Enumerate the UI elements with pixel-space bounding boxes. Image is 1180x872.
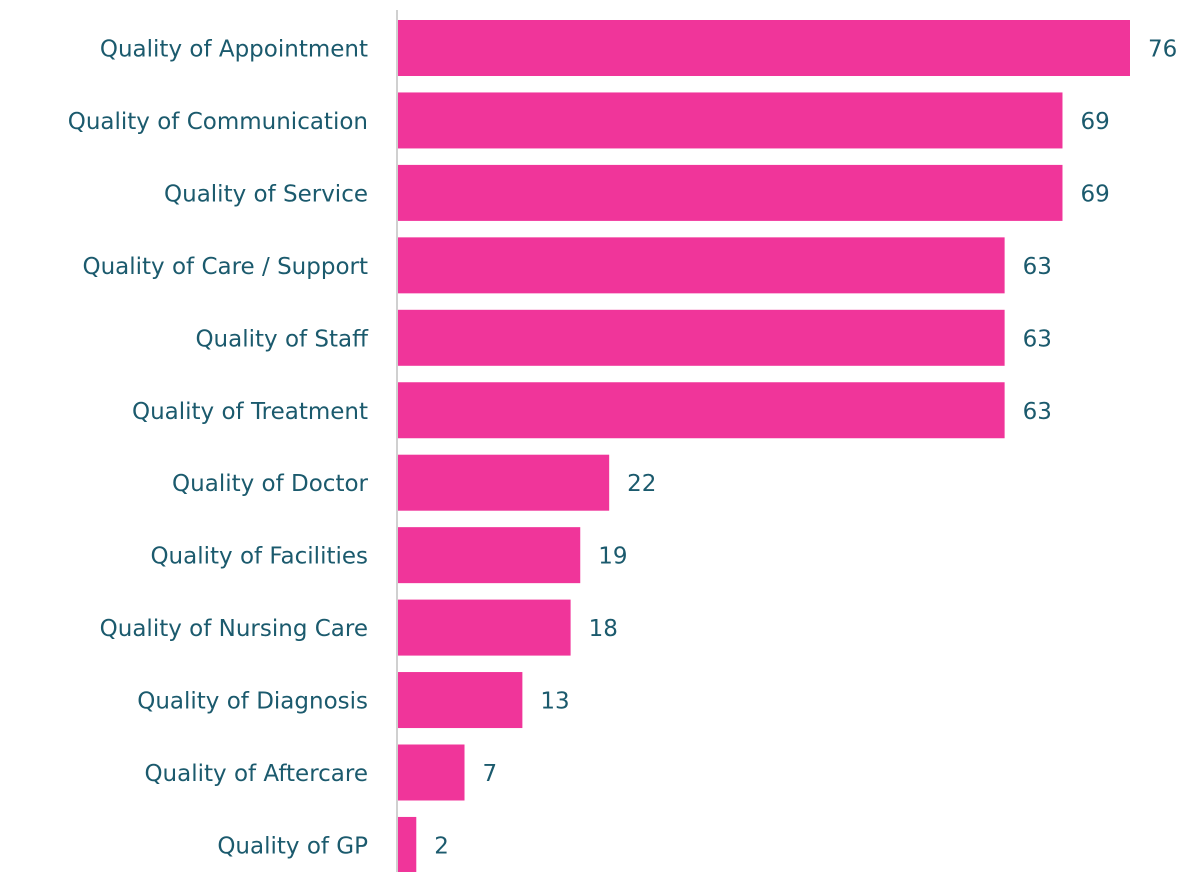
y-tick-label: Quality of Staff — [195, 326, 369, 352]
bar — [397, 309, 1005, 366]
y-tick-label: Quality of GP — [217, 833, 368, 859]
value-label: 19 — [598, 544, 627, 570]
bar — [397, 454, 610, 511]
bar — [397, 164, 1063, 221]
value-label: 63 — [1023, 326, 1052, 352]
value-label: 63 — [1023, 399, 1052, 425]
y-tick-label: Quality of Care / Support — [82, 254, 368, 280]
bar — [397, 816, 417, 872]
value-label: 7 — [483, 761, 498, 787]
y-tick-label: Quality of Doctor — [172, 471, 368, 497]
y-tick-label: Quality of Service — [164, 181, 368, 207]
bar — [397, 599, 571, 656]
bar — [397, 20, 1130, 76]
bar — [397, 672, 523, 729]
value-label: 13 — [540, 689, 569, 715]
y-tick-label: Quality of Diagnosis — [137, 689, 368, 715]
bar — [397, 744, 465, 801]
y-tick-label: Quality of Facilities — [150, 544, 368, 570]
value-label: 63 — [1023, 254, 1052, 280]
bar — [397, 237, 1005, 294]
bar — [397, 92, 1063, 149]
y-tick-label: Quality of Appointment — [100, 37, 368, 63]
bar — [397, 527, 581, 584]
y-tick-label: Quality of Nursing Care — [100, 616, 368, 642]
value-label: 2 — [434, 833, 449, 859]
y-tick-label: Quality of Treatment — [132, 399, 368, 425]
value-label: 22 — [627, 471, 656, 497]
y-tick-label: Quality of Communication — [68, 109, 368, 135]
value-label: 69 — [1080, 109, 1109, 135]
value-label: 18 — [589, 616, 618, 642]
value-label: 76 — [1148, 37, 1177, 63]
value-label: 69 — [1080, 181, 1109, 207]
bar — [397, 382, 1005, 439]
y-tick-label: Quality of Aftercare — [144, 761, 368, 787]
